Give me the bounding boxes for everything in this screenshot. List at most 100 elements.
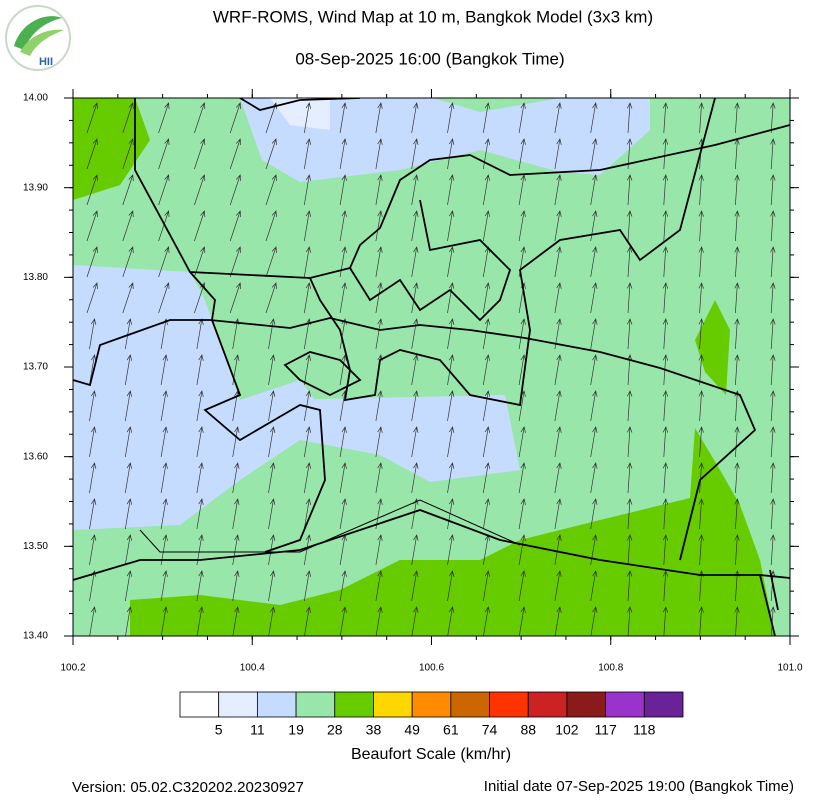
wind-arrow [339,246,347,278]
wind-arrow [447,210,455,242]
wind-arrow [303,210,312,242]
wind-arrow [303,570,312,602]
wind-arrow [411,570,419,602]
wind-arrow [411,282,419,314]
y-tick-label: 13.50 [23,541,48,552]
wind-arrow [158,102,170,134]
wind-arrow [375,462,383,494]
wind-arrow [734,498,740,530]
wind-arrow [229,282,242,314]
colorbar-title: Beaufort Scale (km/hr) [351,746,511,763]
wind-arrow [734,534,740,566]
wind-arrow [304,606,312,636]
wind-arrow [124,318,133,350]
colorbar-label: 11 [250,722,265,738]
wind-arrow [124,462,133,494]
wind-arrow [447,462,455,494]
wind-arrow [303,246,312,278]
wind-arrow [86,102,98,134]
wind-arrow [626,426,633,458]
wind-arrow [339,210,347,242]
colorbar: 5 11 19 28 38 49 61 74 88 102 117 118 [179,691,684,738]
boundary [73,317,757,561]
wind-arrow [229,138,242,170]
wind-arrow [339,606,347,636]
colorbar-box [373,691,413,718]
wind-arrow [770,210,776,242]
wind-arrow [662,138,669,170]
wind-arrow [86,174,98,206]
wind-arrow [447,246,455,278]
wind-arrow [590,102,598,134]
colorbar-box [566,691,607,718]
wind-arrow [303,534,312,566]
colorbar-box [218,691,258,718]
wind-arrow [590,246,598,278]
wind-arrow [268,498,276,530]
initial-date: Initial date 07-Sep-2025 19:00 (Bangkok … [484,778,794,795]
colorbar-box [643,691,684,718]
wind-arrow [518,210,526,242]
wind-arrow [303,354,312,386]
wind-arrow [698,318,704,350]
wind-arrow [698,246,704,278]
wind-arrow [554,498,562,530]
colorbar-box [450,691,490,718]
wind-arrow [375,534,383,566]
wind-arrow [662,318,669,350]
wind-arrow [698,426,704,458]
wind-arrow [122,138,134,170]
wind-arrow [194,210,206,242]
wind-arrow [518,534,526,566]
colorbar-label: 118 [633,722,656,738]
wind-arrow [626,570,633,602]
wind-arrow [698,102,704,134]
road [139,499,521,553]
wind-arrow [590,426,598,458]
wind-arrow [89,462,97,494]
wind-arrow [339,426,347,458]
wind-arrow [554,606,562,636]
wind-arrow [447,606,455,636]
wind-arrow [375,390,383,422]
wind-arrow [122,102,134,134]
wind-arrow [770,390,776,422]
wind-arrow [89,498,97,530]
version: Version: 05.02.C320202.20230927 [72,779,304,796]
colorbar-box [334,691,374,718]
wind-arrow [734,462,740,494]
colorbar-label: 49 [404,722,420,738]
wind-arrow [196,426,204,458]
colorbar-box [256,691,297,718]
wind-arrow [734,354,740,386]
wind-arrow [411,174,419,206]
wind-arrow [89,426,97,458]
wind-arrow [339,282,347,314]
wind-zone [73,98,150,200]
wind-arrow [698,606,704,636]
wind-arrow [770,174,776,206]
wind-arrow [196,570,204,602]
wind-arrow [303,498,312,530]
wind-arrow [518,354,526,386]
colorbar-label: 5 [215,722,223,738]
colorbar-label: 117 [594,722,617,738]
x-tick-label: 101.0 [777,663,802,674]
wind-arrow [626,534,633,566]
colorbar-label: 102 [555,722,579,738]
wind-arrow [626,462,633,494]
wind-arrow [447,318,455,350]
wind-arrow [662,426,669,458]
wind-arrow [447,282,455,314]
wind-arrow [554,534,562,566]
wind-arrow [734,426,740,458]
wind-arrow [265,138,277,170]
wind-arrow [447,102,455,134]
wind-arrow [518,606,526,636]
wind-arrow [375,318,383,350]
wind-arrow [339,318,347,350]
wind-arrow [89,606,97,636]
wind-arrow [698,498,704,530]
wind-arrow [303,282,312,314]
wind-arrow [626,210,633,242]
